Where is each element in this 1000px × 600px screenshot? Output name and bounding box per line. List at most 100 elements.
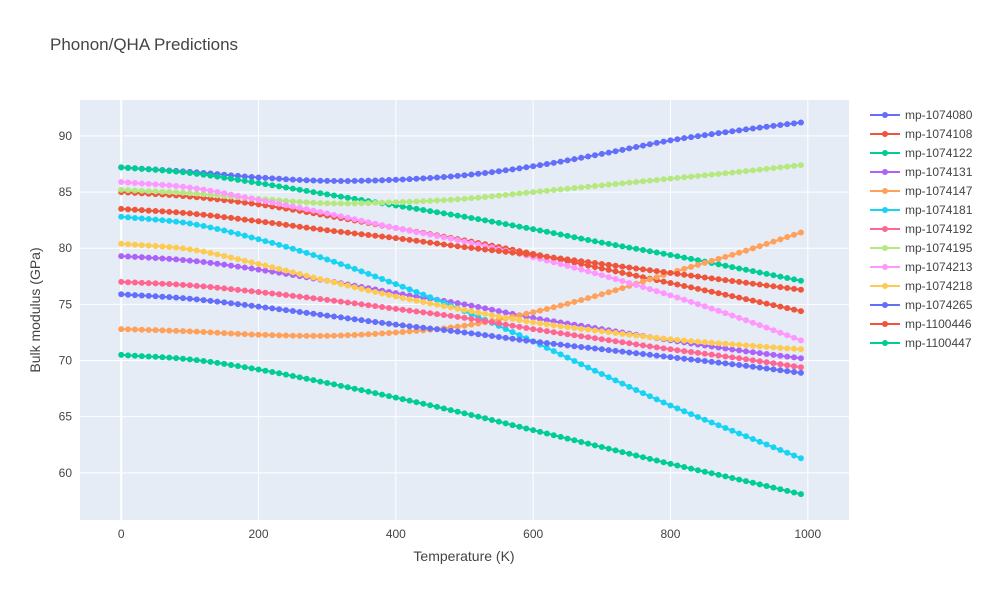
legend[interactable]: mp-1074080 mp-1074108 mp-1074122 mp-1074131…	[870, 108, 973, 350]
legend-item[interactable]: mp-1100446	[870, 317, 972, 331]
data-point	[138, 215, 145, 222]
data-point	[468, 214, 475, 221]
data-point	[179, 219, 186, 226]
data-point	[420, 291, 427, 298]
data-point	[667, 460, 674, 467]
data-point	[646, 141, 653, 148]
data-point	[454, 196, 461, 203]
data-point	[413, 229, 420, 236]
data-point	[440, 241, 447, 248]
data-point	[797, 162, 804, 169]
data-point	[784, 353, 791, 360]
data-point	[427, 208, 434, 215]
data-point	[482, 305, 489, 312]
data-point	[125, 352, 132, 359]
data-point	[248, 331, 255, 338]
data-point	[502, 248, 509, 255]
data-point	[303, 375, 310, 382]
data-point	[585, 153, 592, 160]
data-point	[722, 360, 729, 367]
data-point	[797, 337, 804, 344]
data-point	[173, 327, 180, 334]
data-point	[701, 468, 708, 475]
legend-item[interactable]: mp-1074080	[870, 108, 973, 122]
data-point	[605, 374, 612, 381]
data-point	[598, 182, 605, 189]
data-point	[221, 214, 228, 221]
legend-item[interactable]: mp-1074195	[870, 241, 973, 255]
legend-item[interactable]: mp-1074147	[870, 184, 973, 198]
data-point	[337, 382, 344, 389]
data-point	[331, 279, 338, 286]
data-point	[784, 305, 791, 312]
data-point	[598, 371, 605, 378]
data-point	[296, 271, 303, 278]
data-point	[440, 210, 447, 217]
legend-item[interactable]: mp-1074122	[870, 146, 973, 160]
data-point	[681, 296, 688, 303]
data-point	[131, 241, 138, 248]
data-point	[440, 234, 447, 241]
data-point	[585, 268, 592, 275]
data-point	[543, 228, 550, 235]
data-point	[454, 212, 461, 219]
data-point	[289, 269, 296, 276]
data-point	[214, 251, 221, 258]
data-point	[749, 319, 756, 326]
data-point	[413, 399, 420, 406]
data-point	[591, 335, 598, 342]
data-point	[715, 255, 722, 262]
data-point	[262, 331, 269, 338]
data-point	[399, 176, 406, 183]
data-point	[344, 194, 351, 201]
legend-item[interactable]: mp-1074265	[870, 298, 973, 312]
data-point	[166, 255, 173, 262]
data-point	[688, 255, 695, 262]
data-point	[420, 230, 427, 237]
data-point	[337, 213, 344, 220]
data-point	[537, 162, 544, 169]
data-point	[488, 306, 495, 313]
data-point	[145, 207, 152, 214]
legend-item[interactable]: mp-1074192	[870, 222, 973, 236]
data-point	[688, 411, 695, 418]
data-point	[729, 346, 736, 353]
data-point	[585, 344, 592, 351]
legend-item[interactable]: mp-1100447	[870, 336, 972, 350]
data-point	[701, 172, 708, 179]
legend-item[interactable]: mp-1074181	[870, 203, 973, 217]
data-point	[214, 284, 221, 291]
data-point	[495, 320, 502, 327]
data-point	[179, 209, 186, 216]
legend-label: mp-1074195	[905, 241, 973, 255]
legend-item[interactable]: mp-1074213	[870, 260, 973, 274]
data-point	[646, 334, 653, 341]
data-point	[207, 172, 214, 179]
legend-item[interactable]: mp-1074218	[870, 279, 973, 293]
data-point	[337, 298, 344, 305]
data-point	[715, 344, 722, 351]
data-point	[118, 186, 125, 193]
legend-item[interactable]: mp-1074131	[870, 165, 973, 179]
data-point	[125, 326, 132, 333]
data-point	[324, 200, 331, 207]
data-point	[633, 332, 640, 339]
data-point	[248, 234, 255, 241]
data-point	[722, 353, 729, 360]
data-point	[694, 172, 701, 179]
data-point	[797, 229, 804, 236]
data-point	[296, 374, 303, 381]
y-tick-label: 60	[59, 466, 73, 480]
data-point	[585, 326, 592, 333]
data-point	[537, 339, 544, 346]
data-point	[736, 347, 743, 354]
data-point	[605, 329, 612, 336]
data-point	[276, 175, 283, 182]
data-point	[214, 298, 221, 305]
data-point	[324, 256, 331, 263]
data-point	[523, 164, 530, 171]
data-point	[646, 177, 653, 184]
legend-swatch-marker	[882, 188, 888, 194]
data-point	[234, 176, 241, 183]
legend-item[interactable]: mp-1074108	[870, 127, 973, 141]
